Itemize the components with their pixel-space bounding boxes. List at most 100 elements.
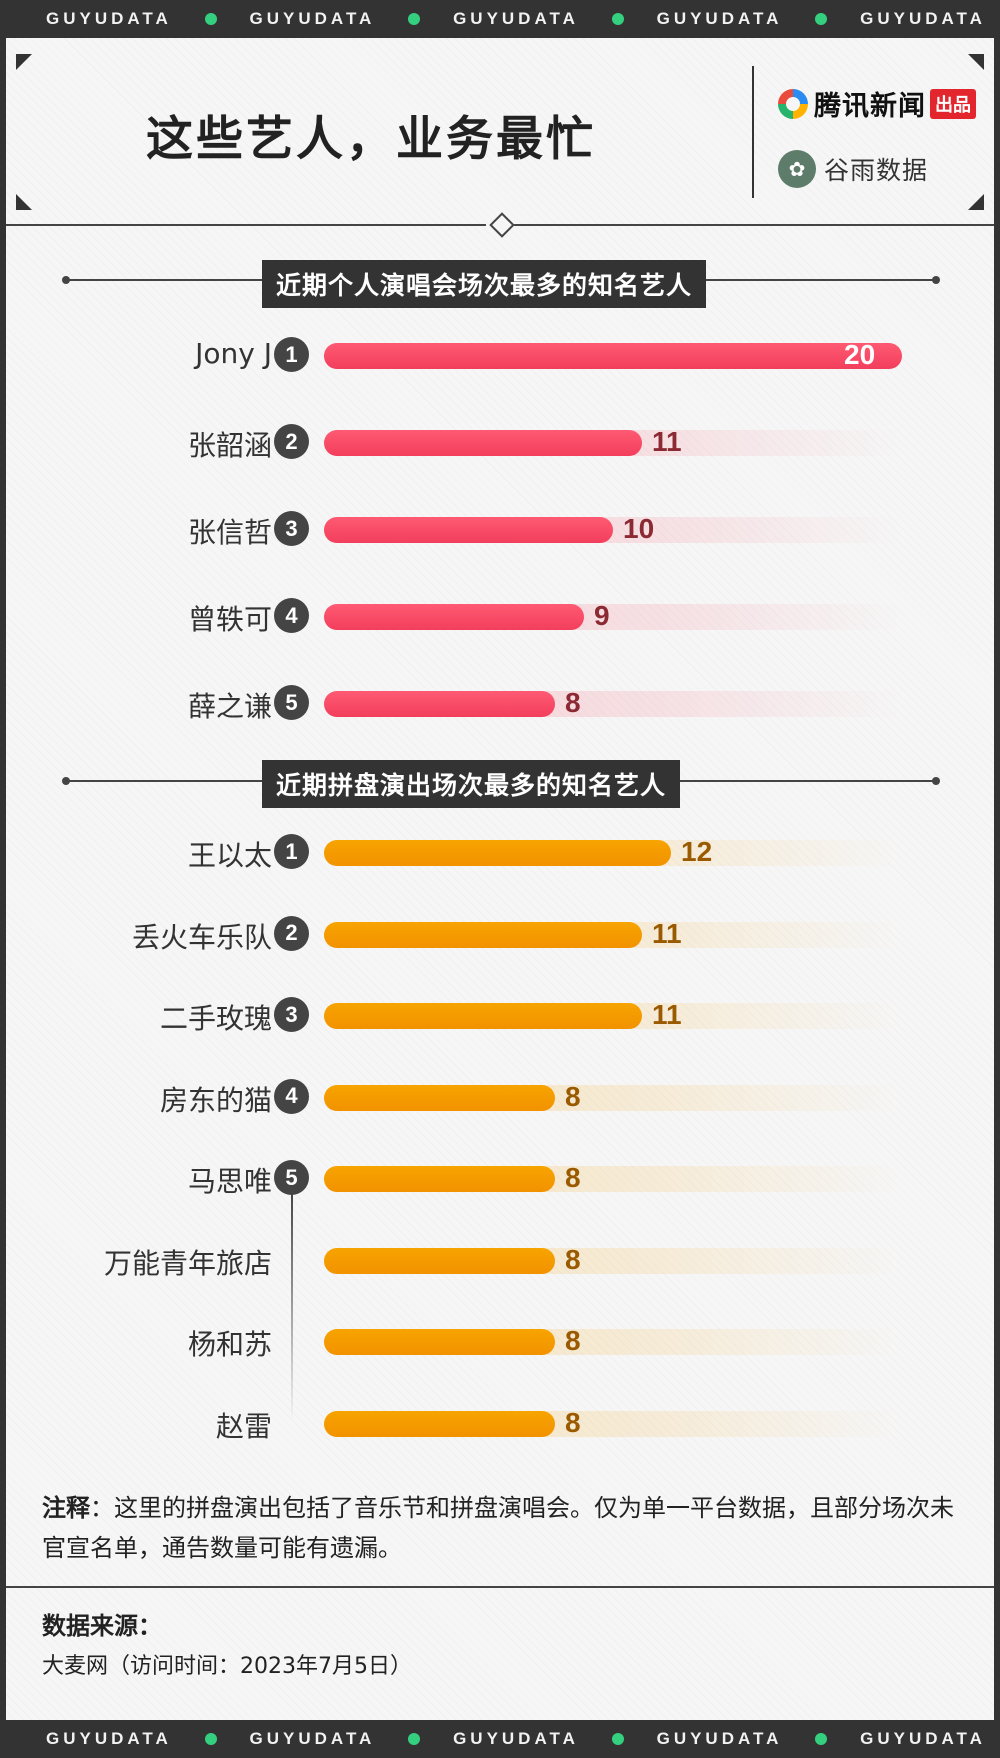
bar [324,430,642,456]
category-label: 房东的猫 [159,1083,272,1117]
dot-icon [204,1733,217,1745]
dot-icon [815,13,828,25]
header-bottom-line [6,224,486,226]
corner-mark-icon [968,194,984,210]
rank-badge: 5 [274,1160,309,1195]
brand-strip-top: GUYUDATA GUYUDATA GUYUDATA GUYUDATA GUYU… [0,0,1000,38]
bar-row: 丢火车乐队 2 11 [6,914,994,954]
guyu-bird-icon: ✿ [778,150,816,188]
value-label: 8 [565,1162,581,1193]
category-label: 马思唯 [187,1165,272,1198]
bar-row: 二手玫瑰 3 11 [6,995,994,1035]
bar-row: 薛之谦 5 8 [6,683,994,723]
category-label: 张韶涵 [187,429,272,462]
chart-title-concerts: 近期个人演唱会场次最多的知名艺人 [262,260,707,308]
category-label: 杨和苏 [187,1328,272,1361]
bar-row: 赵雷 8 [6,1403,994,1443]
category-label: 王以太 [187,839,272,872]
dot-icon [611,1733,624,1745]
brand-text: GUYUDATA [656,9,783,28]
bar [324,1247,555,1274]
category-label: 薛之谦 [187,690,272,723]
brand-text: GUYUDATA [453,9,579,28]
header: 这些艺人，业务最忙 腾讯新闻 出品 ✿ 谷雨数据 [6,38,994,224]
footer-divider [6,1586,994,1588]
chart-title-festivals: 近期拼盘演出场次最多的知名艺人 [262,760,681,808]
brand-text: GUYUDATA [46,1729,172,1748]
bar-row: 张韶涵 2 11 [6,422,994,462]
tencent-badge: 出品 [930,88,976,119]
bar [324,1166,555,1192]
bar [324,691,555,717]
value-label: 10 [623,513,655,544]
value-label: 8 [565,1243,581,1275]
tencent-news-icon [778,88,808,119]
bar [324,840,671,866]
note-label: 注释 [42,1494,90,1522]
bar-row: 万能青年旅店 8 [6,1240,994,1280]
bar [324,1084,555,1111]
value-label: 8 [565,1325,581,1356]
brand-text: GUYUDATA [860,9,986,28]
dot-icon [611,13,624,25]
value-label: 20 [844,339,876,370]
header-bottom-line [514,224,994,226]
source-label: 数据来源： [42,1612,162,1640]
value-label: 8 [565,1080,581,1112]
source-text: 大麦网（访问时间：2023年7月5日） [42,1654,412,1679]
page-title: 这些艺人，业务最忙 [146,112,596,167]
header-divider [752,66,754,198]
corner-mark-icon [16,194,32,210]
dot-icon [408,13,421,25]
bar-row: 王以太 1 12 [6,832,994,872]
infographic-card: 这些艺人，业务最忙 腾讯新闻 出品 ✿ 谷雨数据 近期个人演唱会场次最多的知名艺… [6,38,994,1720]
bar [324,1003,642,1029]
category-label: Jony J [195,337,272,370]
note: 注释：这里的拼盘演出包括了音乐节和拼盘演唱会。仅为单一平台数据，且部分场次未官宣… [42,1488,962,1568]
value-label: 8 [565,1406,581,1438]
dot-icon [815,1733,828,1745]
dot-icon [204,13,217,25]
category-label: 张信哲 [187,516,272,549]
rank-badge: 4 [274,1078,309,1114]
brand-strip-bottom: GUYUDATA GUYUDATA GUYUDATA GUYUDATA GUYU… [0,1720,1000,1758]
rank-badge: 1 [274,337,309,372]
bar-row: 马思唯 5 8 [6,1158,994,1198]
value-label: 8 [565,687,581,718]
bar [324,343,902,369]
bar [324,1410,555,1437]
brand-text: GUYUDATA [860,1729,986,1748]
corner-mark-icon [16,54,32,70]
bar-row: 房东的猫 4 8 [6,1077,994,1117]
guyu-logo-text: 谷雨数据 [824,156,929,185]
bar [324,1329,555,1355]
value-label: 11 [652,426,682,457]
value-label: 12 [681,836,713,867]
brand-text: GUYUDATA [249,9,376,28]
rank-connector [291,1191,293,1421]
rank-badge: 5 [274,685,309,720]
bar-row: 曾轶可 4 9 [6,596,994,636]
corner-mark-icon [968,54,984,70]
rank-badge: 2 [274,424,309,459]
brand-text: GUYUDATA [46,9,172,28]
category-label: 二手玫瑰 [159,1002,272,1035]
rank-badge: 2 [274,915,309,951]
value-label: 11 [652,917,682,949]
brand-text: GUYUDATA [656,1729,783,1748]
rank-badge: 3 [274,997,309,1032]
bar-row: 张信哲 3 10 [6,509,994,549]
bar [324,517,613,543]
bar-row: 杨和苏 8 [6,1321,994,1361]
bar [324,921,642,948]
note-text: ：这里的拼盘演出包括了音乐节和拼盘演唱会。仅为单一平台数据，且部分场次未官宣名单… [42,1494,954,1562]
rank-badge: 1 [274,834,309,869]
category-label: 赵雷 [215,1409,272,1443]
category-label: 曾轶可 [187,603,272,636]
brand-text: GUYUDATA [453,1729,579,1748]
brand-text: GUYUDATA [249,1729,376,1748]
tencent-news-logo: 腾讯新闻 出品 [778,84,976,123]
category-label: 丢火车乐队 [131,920,272,954]
rank-badge: 3 [274,511,309,546]
value-label: 9 [594,600,610,631]
